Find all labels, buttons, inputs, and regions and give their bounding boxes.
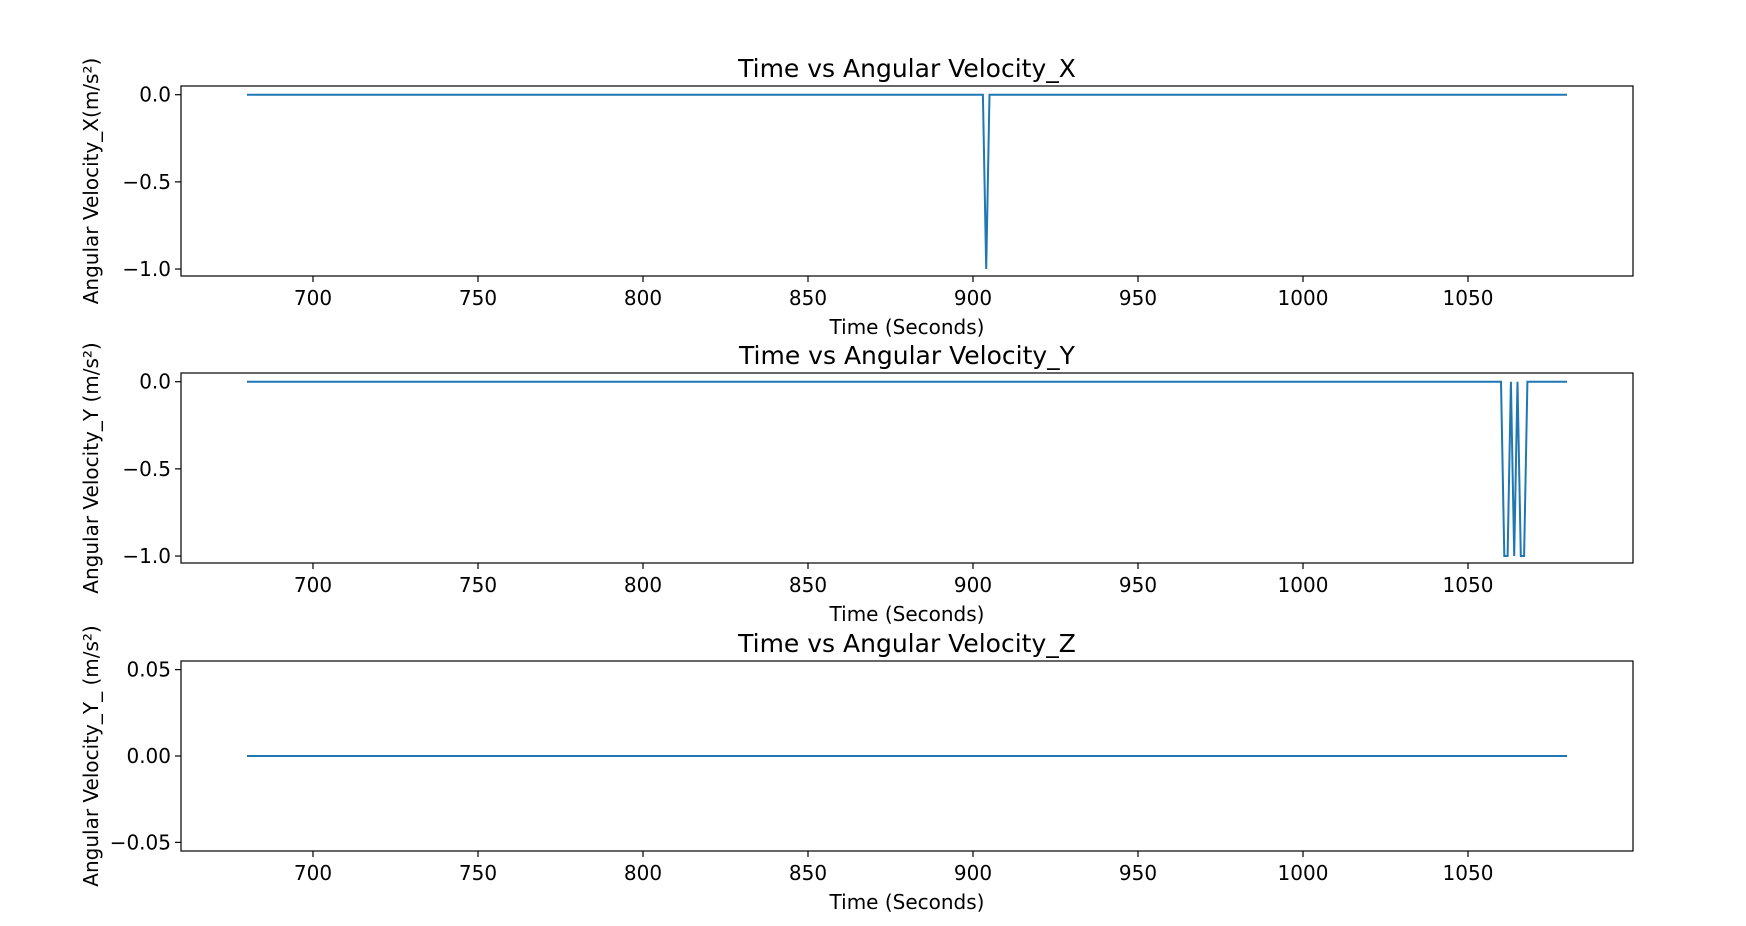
y-tick-label: −0.5 — [122, 170, 171, 194]
x-axis-label: Time (Seconds) — [829, 890, 985, 914]
x-tick-label: 950 — [1119, 861, 1157, 885]
x-axis-label: Time (Seconds) — [829, 315, 985, 339]
plot-frame — [180, 85, 1634, 277]
x-tick-label: 1000 — [1278, 286, 1329, 310]
x-axis-label: Time (Seconds) — [829, 602, 985, 626]
x-tick-label: 850 — [789, 573, 827, 597]
subplot-2: 700 750 800 850 900 950 1000 1050 0.0 −0.5 −1.0 Tim… — [79, 341, 1634, 626]
subplots: 700 750 800 850 900 950 1000 1050 0.0 −0.5 −1.0 Tim… — [79, 54, 1634, 914]
x-tick-label: 850 — [789, 286, 827, 310]
y-axis-label: Angular Velocity_X(m/s²) — [79, 58, 103, 305]
x-tick-label: 750 — [459, 573, 497, 597]
x-tick-label: 700 — [294, 573, 332, 597]
y-tick-label: 0.0 — [139, 83, 171, 107]
y-tick-label: −1.0 — [122, 257, 171, 281]
y-axis-label: Angular Velocity_Y (m/s²) — [79, 342, 103, 593]
series-line — [247, 93, 1567, 270]
plot-frame — [180, 372, 1634, 564]
y-tick-label: −1.0 — [122, 544, 171, 568]
x-tick-label: 1000 — [1278, 861, 1329, 885]
x-tick-label: 750 — [459, 861, 497, 885]
x-tick-label: 1050 — [1443, 861, 1494, 885]
x-tick-label: 700 — [294, 861, 332, 885]
chart-title: Time vs Angular Velocity_Y — [738, 341, 1076, 370]
subplot-3: 700 750 800 850 900 950 1000 1050 0.05 0.00 −0.05 T… — [79, 625, 1634, 914]
y-tick-label: −0.05 — [110, 830, 171, 854]
x-tick-label: 750 — [459, 286, 497, 310]
x-tick-label: 800 — [624, 286, 662, 310]
x-tick-label: 1050 — [1443, 573, 1494, 597]
y-axis-label: Angular Velocity_Y_ (m/s²) — [79, 625, 103, 886]
y-tick-label: −0.5 — [122, 457, 171, 481]
x-tick-label: 1000 — [1278, 573, 1329, 597]
x-tick-label: 800 — [624, 861, 662, 885]
x-tick-label: 900 — [954, 573, 992, 597]
x-tick-label: 900 — [954, 286, 992, 310]
x-tick-label: 950 — [1119, 573, 1157, 597]
y-tick-label: 0.00 — [126, 744, 171, 768]
subplot-1: 700 750 800 850 900 950 1000 1050 0.0 −0.5 −1.0 Tim… — [79, 54, 1634, 339]
chart-title: Time vs Angular Velocity_Z — [737, 629, 1076, 658]
x-tick-label: 800 — [624, 573, 662, 597]
y-tick-label: 0.05 — [126, 658, 171, 682]
chart-title: Time vs Angular Velocity_X — [737, 54, 1076, 83]
y-tick-label: 0.0 — [139, 370, 171, 394]
x-tick-label: 700 — [294, 286, 332, 310]
x-tick-label: 950 — [1119, 286, 1157, 310]
series-line — [247, 380, 1567, 558]
x-tick-label: 850 — [789, 861, 827, 885]
x-tick-label: 1050 — [1443, 286, 1494, 310]
x-tick-label: 900 — [954, 861, 992, 885]
